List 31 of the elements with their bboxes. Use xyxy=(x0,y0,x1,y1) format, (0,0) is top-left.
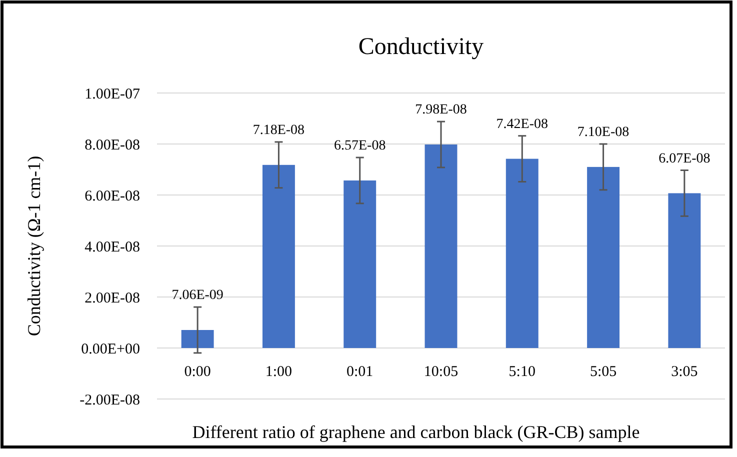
x-tick-label: 1:00 xyxy=(265,364,292,380)
x-tick-label: 0:00 xyxy=(184,364,211,380)
bar xyxy=(344,180,376,348)
x-tick-label: 5:10 xyxy=(508,364,536,380)
bar xyxy=(506,158,538,348)
x-tick-label: 3:05 xyxy=(671,364,698,380)
x-tick-label: 10:05 xyxy=(424,364,458,380)
data-label: 7.06E-09 xyxy=(172,288,224,304)
chart-title: Conductivity xyxy=(358,34,484,60)
bar xyxy=(587,166,620,348)
bar xyxy=(181,330,214,348)
bar xyxy=(262,164,295,348)
y-tick-label: -2.00E-08 xyxy=(80,392,140,408)
y-tick-label: 2.00E-08 xyxy=(84,290,140,306)
y-tick-label: 6.00E-08 xyxy=(84,188,140,204)
data-label: 7.10E-08 xyxy=(577,125,630,140)
x-tick-label: 0:01 xyxy=(346,364,374,380)
y-axis-title: Conductivity (Ω-1 cm-1) xyxy=(24,156,44,336)
y-tick-label: 4.00E-08 xyxy=(84,239,140,256)
y-tick-label: 8.00E-08 xyxy=(84,137,140,154)
y-tick-label: 1.00E-07 xyxy=(84,86,140,102)
data-label: 7.42E-08 xyxy=(496,116,548,132)
data-label: 6.07E-08 xyxy=(658,151,710,166)
data-label: 7.98E-08 xyxy=(415,102,467,118)
bar xyxy=(668,193,701,348)
x-axis-title: Different ratio of graphene and carbon black (GR-CB) sample xyxy=(192,422,640,442)
data-label: 7.18E-08 xyxy=(252,122,305,138)
y-tick-label: 0.00E+00 xyxy=(81,341,140,358)
data-label: 6.57E-08 xyxy=(334,138,386,154)
bar xyxy=(424,144,458,348)
x-tick-label: 5:05 xyxy=(590,364,617,380)
